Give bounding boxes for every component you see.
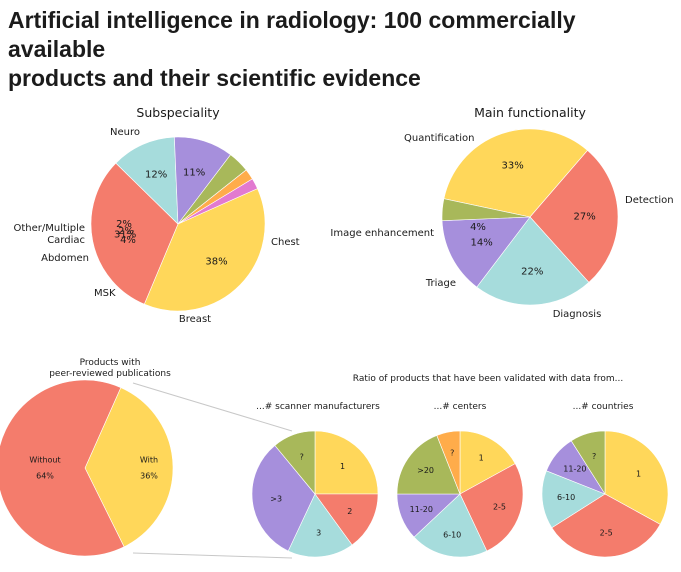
main-functionality-slice-triage	[441, 216, 531, 288]
subspeciality-label-breast: Breast	[179, 314, 211, 325]
centers-label-1: 1	[479, 454, 484, 463]
scanner-manufacturers-slice-1	[314, 430, 379, 495]
scanner-manufacturers-slice-unknown	[274, 430, 316, 495]
centers-title: ...# centers	[434, 402, 487, 412]
peer-reviewed-slice-with	[84, 387, 174, 548]
centers-label-unknown: ?	[450, 449, 454, 458]
subspeciality-title: Subspeciality	[136, 105, 220, 120]
peer-reviewed-label-without: Without	[29, 456, 60, 465]
peer-reviewed-pct-with: 36%	[140, 472, 158, 481]
main-functionality-title: Main functionality	[474, 105, 586, 120]
title-line-1: Artificial intelligence in radiology: 10…	[8, 7, 576, 62]
subspeciality-slice-chest	[90, 162, 179, 305]
peer-reviewed-pct-without: 64%	[36, 472, 54, 481]
centers-slice-1	[459, 430, 516, 495]
main-functionality-pct-detection: 27%	[573, 211, 595, 222]
subspeciality-pct-cardiac: 2%	[118, 226, 134, 237]
scanner-manufacturers-slice-gt3	[251, 445, 316, 552]
main-functionality-label-image-enhancement: Image enhancement	[330, 228, 434, 239]
subspeciality-pct-other-multiple: 2%	[116, 219, 132, 230]
countries-slice-unknown	[570, 430, 606, 496]
subspeciality-label-abdomen: Abdomen	[41, 253, 89, 264]
centers-label-6-10: 6-10	[443, 530, 461, 539]
main-functionality-pct-diagnosis: 22%	[521, 267, 543, 278]
main-functionality-label-quantification: Quantification	[404, 133, 474, 144]
subspeciality-slice-other-multiple	[177, 178, 258, 225]
connector-line-top	[132, 382, 293, 432]
subspeciality-pct-chest: 31%	[114, 230, 136, 241]
countries-label-1: 1	[636, 470, 641, 479]
peer-reviewed-slice-without	[0, 379, 125, 557]
subspeciality-slice-neuro	[143, 188, 266, 312]
main-functionality-label-diagnosis: Diagnosis	[553, 309, 602, 320]
subspeciality-pct-abdomen: 4%	[120, 235, 136, 246]
countries-slice-1	[604, 430, 669, 525]
countries-label-6-10: 6-10	[557, 493, 575, 502]
subspeciality-slice-breast	[115, 136, 179, 225]
subspeciality-label-neuro: Neuro	[110, 127, 140, 138]
validation-heading: Ratio of products that have been validat…	[353, 374, 623, 384]
scanner-manufacturers-label-gt3: >3	[270, 494, 282, 503]
peer-reviewed-label-with: With	[140, 456, 158, 465]
main-functionality-pct-quantification: 33%	[501, 160, 523, 171]
subspeciality-label-cardiac: Cardiac	[47, 235, 85, 246]
centers-slice-2-5	[459, 463, 524, 552]
centers-slice-6-10	[413, 493, 488, 558]
main-functionality-pct-triage: 14%	[470, 237, 492, 248]
scanner-manufacturers-slice-2	[314, 493, 379, 546]
scanner-manufacturers-label-1: 1	[340, 462, 345, 471]
centers-label-2-5: 2-5	[493, 502, 506, 511]
scanner-manufacturers-title: ...# scanner manufacturers	[256, 402, 380, 412]
subspeciality-label-msk: MSK	[94, 288, 116, 299]
scanner-manufacturers-label-2: 2	[347, 507, 352, 516]
main-functionality-label-triage: Triage	[425, 278, 456, 289]
countries-label-2-5: 2-5	[600, 529, 613, 538]
scanner-manufacturers-label-3: 3	[316, 528, 321, 537]
countries-slice-6-10	[541, 470, 606, 529]
centers-slice-unknown	[436, 430, 461, 495]
countries-label-11-20: 11-20	[563, 465, 586, 474]
centers-label-11-20: 11-20	[410, 505, 433, 514]
title-line-2: products and their scientific evidence	[8, 65, 421, 91]
pie-slices-layer	[0, 128, 669, 558]
countries-title: ...# countries	[573, 402, 634, 412]
subspeciality-pct-neuro: 38%	[205, 257, 227, 268]
countries-label-unknown: ?	[592, 452, 596, 461]
scanner-manufacturers-label-unknown: ?	[300, 453, 304, 462]
centers-slice-gt20	[396, 435, 461, 495]
peer-reviewed-title-line-1: Products with	[80, 358, 141, 368]
main-functionality-slice-detection	[529, 149, 619, 283]
subspeciality-label-chest: Chest	[271, 237, 300, 248]
main-functionality-slice-quantification	[443, 128, 588, 218]
main-functionality-pct-image-enhancement: 4%	[470, 222, 486, 233]
main-functionality-label-detection: Detection	[625, 195, 674, 206]
peer-reviewed-title-line-2: peer-reviewed publications	[49, 369, 171, 379]
centers-label-gt20: >20	[417, 466, 434, 475]
main-functionality-slice-diagnosis	[476, 216, 590, 306]
subspeciality-label-other-multiple: Other/Multiple	[14, 223, 85, 234]
scanner-manufacturers-slice-3	[287, 493, 353, 558]
main-functionality-slice-image-enhancement	[441, 198, 531, 222]
subspeciality-pct-breast: 12%	[145, 170, 167, 181]
countries-slice-2-5	[551, 493, 661, 558]
subspeciality-pct-msk: 11%	[183, 168, 205, 179]
connector-line-bottom	[132, 552, 293, 559]
page-title: Artificial intelligence in radiology: 10…	[8, 6, 673, 93]
pie-labels-layer: 38%Neuro31%Chest12%Breast11%MSK4%Abdomen…	[14, 127, 674, 539]
